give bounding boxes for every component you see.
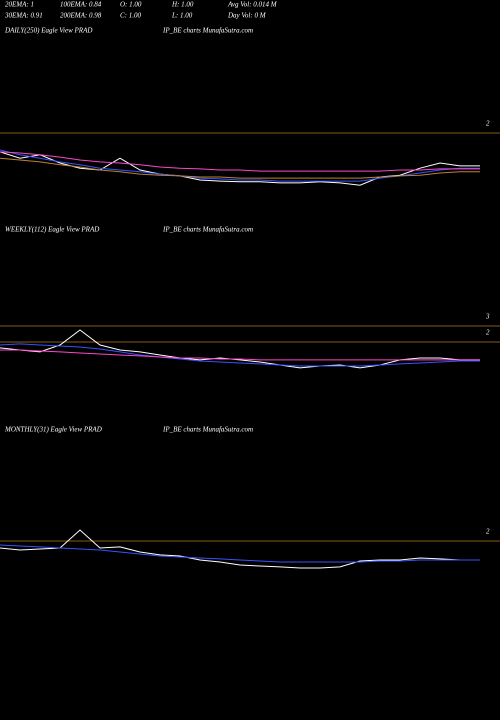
watermark: IP_BE charts MunafaSutra.com bbox=[162, 426, 253, 434]
price-line bbox=[0, 544, 480, 563]
price-line bbox=[0, 529, 480, 569]
stat-label: Day Vol: 0 M bbox=[227, 12, 267, 20]
stat-label: 100EMA: 0.84 bbox=[60, 1, 102, 9]
price-line bbox=[0, 151, 480, 172]
panel-label: DAILY(250) Eagle View PRAD bbox=[4, 27, 92, 35]
price-line bbox=[0, 151, 480, 186]
stat-label: O: 1.00 bbox=[120, 1, 142, 9]
panel-label: MONTHLY(31) Eagle View PRAD bbox=[4, 426, 102, 434]
price-line bbox=[0, 349, 480, 361]
level-label: 2 bbox=[486, 528, 490, 536]
price-line bbox=[0, 329, 480, 369]
stat-label: 30EMA: 0.91 bbox=[4, 12, 43, 20]
stat-label: 20EMA: 1 bbox=[5, 1, 34, 9]
watermark: IP_BE charts MunafaSutra.com bbox=[162, 27, 253, 35]
watermark: IP_BE charts MunafaSutra.com bbox=[162, 226, 253, 234]
stat-label: H: 1.00 bbox=[171, 1, 194, 9]
level-label: 2 bbox=[486, 120, 490, 128]
price-line bbox=[0, 157, 480, 179]
price-line bbox=[0, 343, 480, 367]
stat-label: 200EMA: 0.98 bbox=[60, 12, 102, 20]
level-label: 2 bbox=[486, 329, 490, 337]
price-line bbox=[0, 149, 480, 182]
stat-label: Avg Vol: 0.014 M bbox=[227, 1, 278, 9]
panel-label: WEEKLY(112) Eagle View PRAD bbox=[5, 226, 99, 234]
level-label: 3 bbox=[485, 313, 490, 321]
stat-label: L: 1.00 bbox=[171, 12, 193, 20]
stat-label: C: 1.00 bbox=[120, 12, 142, 20]
